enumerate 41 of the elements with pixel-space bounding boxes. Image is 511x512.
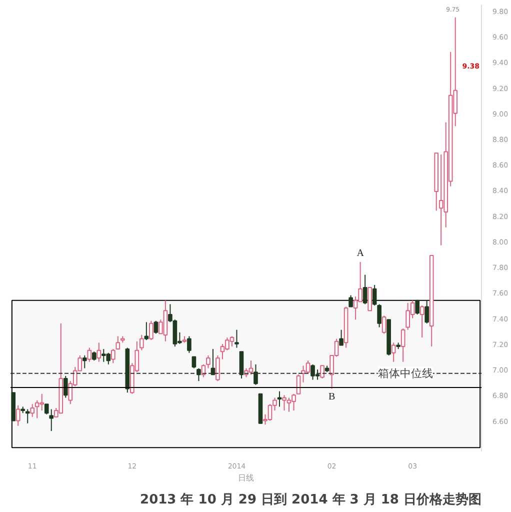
- candlestick: [372, 284, 377, 306]
- candlestick: [400, 328, 406, 362]
- candlestick: [82, 354, 87, 369]
- candlestick: [149, 320, 154, 341]
- candlestick: [368, 287, 372, 312]
- candlestick: [144, 322, 149, 341]
- candlestick: [362, 274, 368, 305]
- candlestick: [30, 404, 35, 418]
- candlestick: [96, 342, 102, 362]
- candlestick: [116, 336, 120, 350]
- candlestick: [239, 351, 244, 379]
- candlestick: [140, 334, 144, 351]
- candlestick: [339, 329, 344, 346]
- candlestick: [87, 347, 92, 362]
- candlestick: [377, 304, 382, 328]
- candlestick: [348, 294, 353, 308]
- candlestick: [254, 364, 258, 386]
- candlestick: [277, 390, 282, 408]
- candlestick: [187, 336, 192, 354]
- text: 2013 年 10 月 29 日到 2014 年 3 月 18 日价格走势图: [140, 492, 482, 508]
- candlestick: [25, 408, 30, 424]
- candlestick: [391, 342, 396, 362]
- candlestick: [44, 404, 49, 415]
- candlestick: [234, 329, 239, 348]
- annotation: B: [328, 392, 336, 403]
- candlestick: [49, 408, 54, 432]
- candlestick: [206, 354, 210, 369]
- annotation: A: [356, 248, 365, 259]
- candlestick: [382, 315, 386, 334]
- candlestick: [216, 354, 220, 382]
- candlestick: [192, 356, 196, 369]
- ref-line-label: 箱体中位线: [378, 366, 433, 380]
- candlestick: [110, 348, 116, 364]
- candlestick: [63, 375, 68, 398]
- candlestick: [420, 304, 424, 338]
- candlestick: [320, 365, 324, 379]
- candlestick: [16, 404, 20, 426]
- x-axis-title: 日线: [238, 474, 254, 482]
- candlestick: [154, 320, 158, 334]
- candlestick: [415, 300, 420, 315]
- candlestick: [424, 300, 430, 324]
